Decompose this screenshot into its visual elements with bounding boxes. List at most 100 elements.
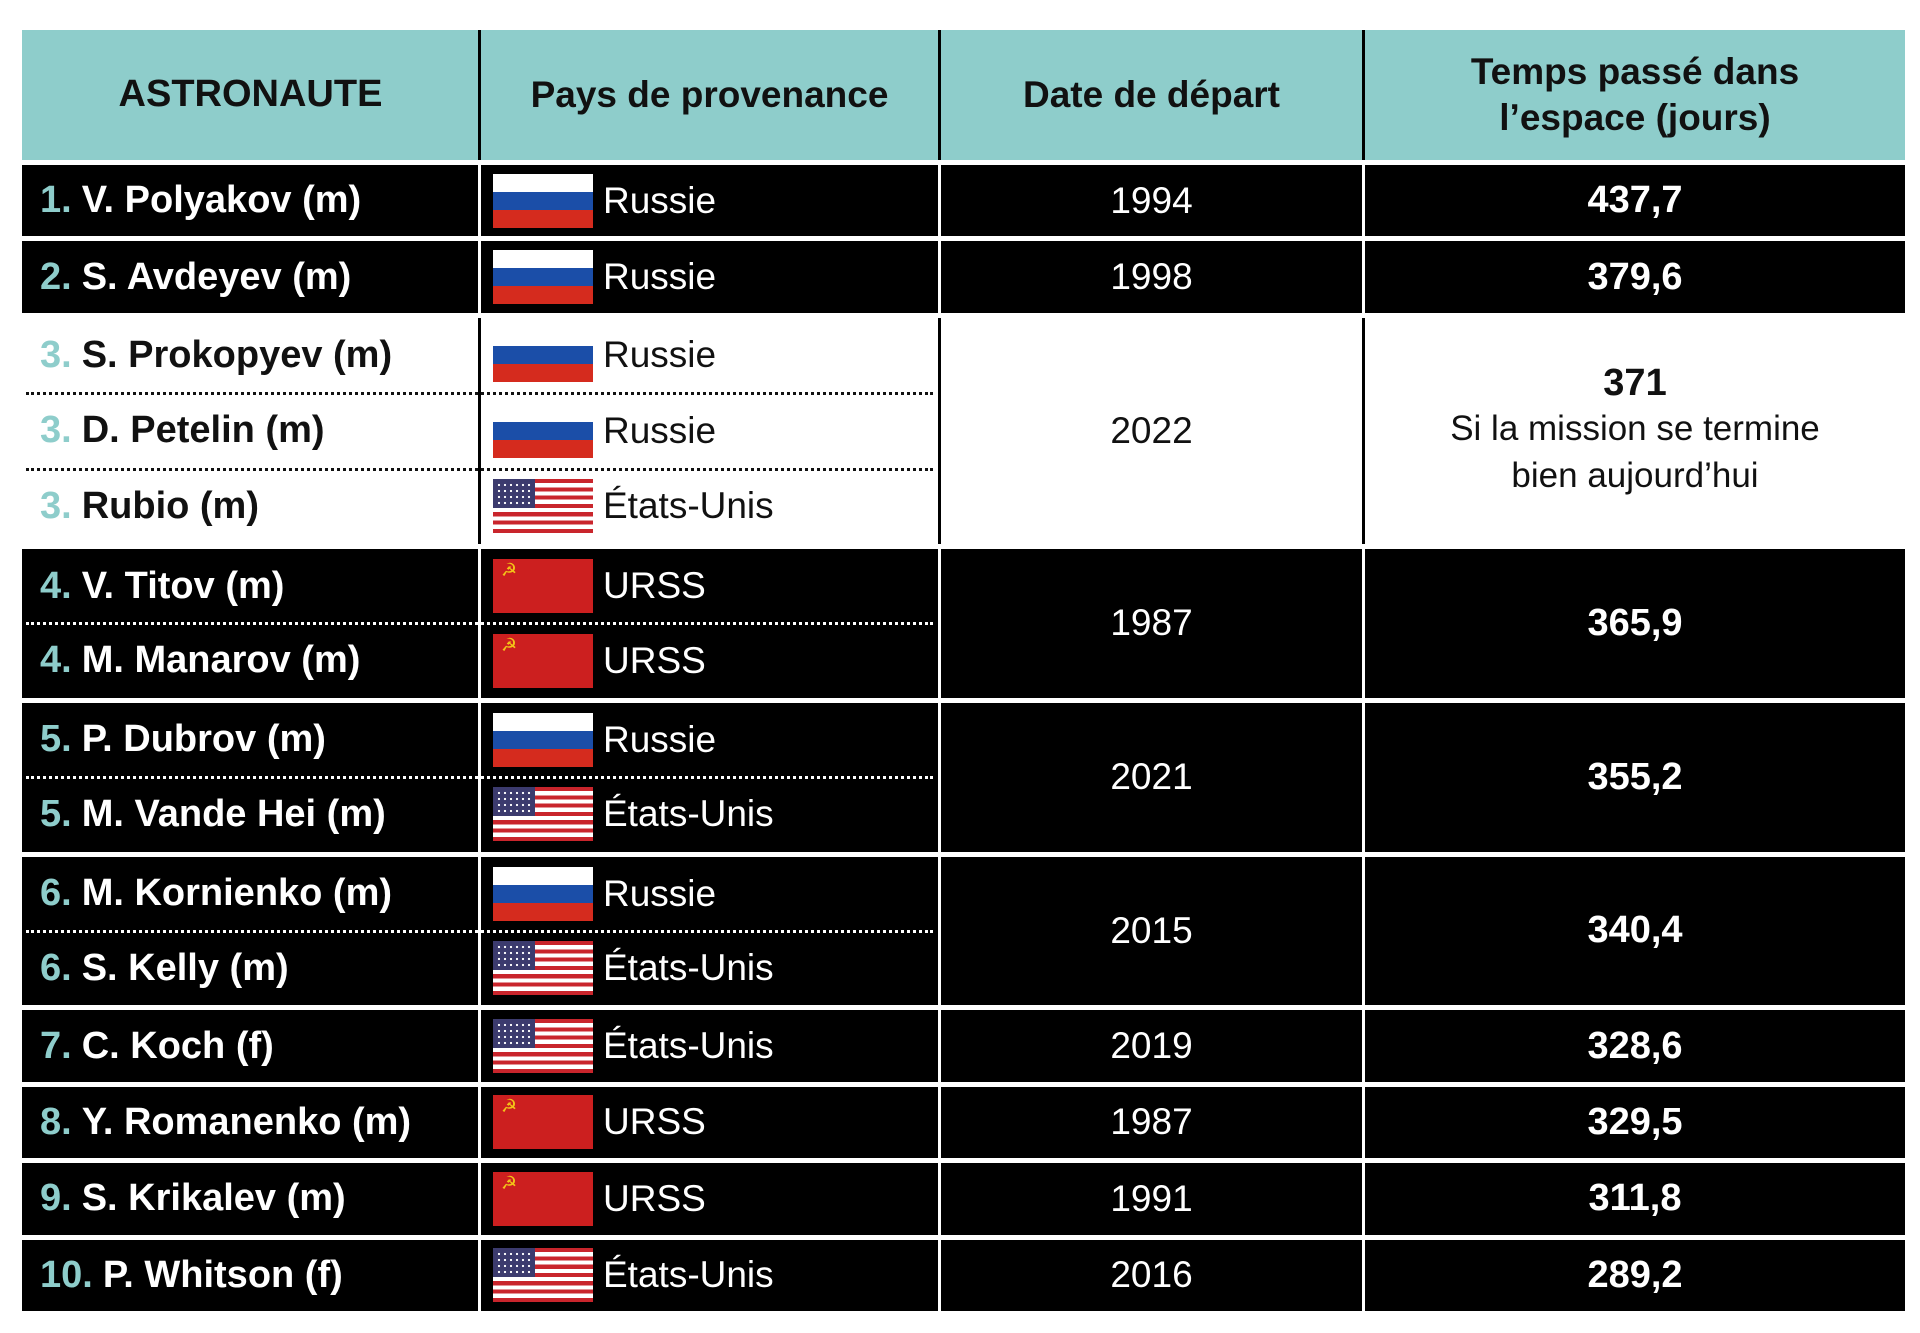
- flag-stripe: [493, 712, 593, 731]
- departure-year: 2021: [1110, 756, 1193, 798]
- table-row: 1. V. Polyakov (m) Russie 1994 437,7: [22, 165, 1905, 237]
- astronaut-name: 5. P. Dubrov (m): [40, 703, 326, 777]
- table-row: 9. S. Krikalev (m) ☭ URSS 1991 311,8: [22, 1163, 1905, 1235]
- flag-stripe: [493, 268, 593, 287]
- column-separator: [1362, 856, 1365, 1006]
- days-in-space: 340,4: [1365, 857, 1905, 1006]
- days-in-space: 289,2: [1365, 1240, 1905, 1311]
- astronaut-name-text: C. Koch (f): [81, 1024, 274, 1067]
- flag-stripe: [493, 250, 593, 269]
- rank-number: 8.: [40, 1100, 72, 1143]
- country-name: Russie: [603, 409, 717, 451]
- column-separator: [478, 165, 481, 237]
- days-in-space: 365,9: [1365, 549, 1905, 698]
- astronaut-name-text: Rubio (m): [81, 484, 259, 527]
- ussr-flag: ☭: [493, 633, 593, 688]
- column-separator: [1362, 549, 1365, 698]
- rank-number: 5.: [40, 792, 72, 835]
- days-in-space: 371 Si la mission se termine bien aujourd…: [1365, 318, 1905, 544]
- column-separator: [938, 1239, 941, 1311]
- days-value: 379,6: [1587, 255, 1683, 298]
- rank-number: 3.: [40, 409, 72, 452]
- flag-stripe: [493, 191, 593, 210]
- country-name: Russie: [603, 334, 717, 376]
- column-separator: [478, 856, 481, 1006]
- astronaut-name: 2. S. Avdeyev (m): [40, 241, 351, 312]
- russia-flag: [493, 866, 593, 921]
- country-name: États-Unis: [603, 793, 774, 835]
- column-separator: [1362, 165, 1365, 237]
- mission-note: Si la mission se termine bien aujourd’hu…: [1450, 409, 1820, 496]
- days-in-space: 328,6: [1365, 1010, 1905, 1081]
- days-in-space: 437,7: [1365, 165, 1905, 236]
- ussr-flag: ☭: [493, 1171, 593, 1226]
- flag-stripe: [493, 328, 593, 347]
- column-separator: [938, 856, 941, 1006]
- departure-year: 1987: [1110, 1101, 1193, 1143]
- flag-stripe: [493, 748, 593, 767]
- usa-flag: [493, 787, 593, 842]
- flag-stripe: [493, 403, 593, 422]
- table-row: 10. P. Whitson (f) États-Unis 2016 289,2: [22, 1239, 1905, 1311]
- rank-number: 4.: [40, 564, 72, 607]
- departure-year: 1991: [1110, 1177, 1193, 1219]
- rank-number: 6.: [40, 946, 72, 989]
- hammer-sickle-icon: ☭: [501, 1096, 518, 1117]
- astronaut-name-text: V. Polyakov (m): [81, 179, 362, 222]
- header-country: Pays de provenance: [481, 30, 938, 160]
- flag-stripe: [493, 173, 593, 192]
- astronaut-name-text: V. Titov (m): [81, 564, 285, 607]
- flag-stripe: [493, 730, 593, 749]
- astronaut-name-text: S. Krikalev (m): [81, 1177, 346, 1220]
- column-separator: [1362, 1163, 1365, 1235]
- hammer-sickle-icon: ☭: [501, 634, 518, 655]
- column-separator: [478, 549, 481, 698]
- column-separator: [1362, 241, 1365, 313]
- column-separator: [478, 702, 481, 852]
- days-in-space: 311,8: [1365, 1163, 1905, 1234]
- astronaut-name-text: S. Avdeyev (m): [81, 255, 352, 298]
- country-name: États-Unis: [603, 485, 774, 527]
- flag-stripe: [493, 902, 593, 921]
- column-separator: [478, 1086, 481, 1159]
- astronaut-name-text: S. Prokopyev (m): [81, 333, 393, 376]
- rank-number: 3.: [40, 333, 72, 376]
- astronaut-name: 4. M. Manarov (m): [40, 623, 360, 697]
- column-separator: [938, 1010, 941, 1082]
- column-separator: [1362, 1239, 1365, 1311]
- table-row: 8. Y. Romanenko (m) ☭ URSS 1987 329,5: [22, 1086, 1905, 1159]
- rank-number: 6.: [40, 872, 72, 915]
- header-separator: [478, 30, 481, 160]
- country-name: États-Unis: [603, 947, 774, 989]
- flag-stripe: [493, 884, 593, 903]
- rank-number: 1.: [40, 179, 72, 222]
- days-value: 289,2: [1587, 1253, 1683, 1296]
- russia-flag: [493, 712, 593, 767]
- flag-stripe: [493, 364, 593, 383]
- rank-number: 10.: [40, 1253, 93, 1296]
- departure-year: 2022: [1110, 409, 1193, 451]
- rank-number: 4.: [40, 639, 72, 682]
- country-name: Russie: [603, 872, 717, 914]
- table-row: 6. M. Kornienko (m) Russie 6. S. Kelly (m) Ét…: [22, 856, 1905, 1006]
- russia-flag: [493, 173, 593, 228]
- flag-stripe: [493, 286, 593, 305]
- table-row: 5. P. Dubrov (m) Russie 5. M. Vande Hei (m) É…: [22, 702, 1905, 852]
- rank-number: 7.: [40, 1024, 72, 1067]
- days-value: 371: [1603, 362, 1667, 405]
- astronaut-name: 3. S. Prokopyev (m): [40, 318, 392, 393]
- column-separator: [1362, 1010, 1365, 1082]
- ussr-flag: ☭: [493, 1095, 593, 1150]
- usa-flag: [493, 479, 593, 534]
- column-separator: [478, 317, 481, 544]
- flag-canton: [493, 787, 535, 817]
- column-separator: [938, 317, 941, 544]
- flag-stripe: [493, 346, 593, 365]
- flag-stripe: [493, 439, 593, 458]
- russia-flag: [493, 403, 593, 458]
- column-separator: [478, 1163, 481, 1235]
- astronaut-name: 1. V. Polyakov (m): [40, 165, 361, 236]
- usa-flag: [493, 941, 593, 996]
- country-name: URSS: [603, 639, 706, 681]
- astronaut-name: 9. S. Krikalev (m): [40, 1163, 346, 1234]
